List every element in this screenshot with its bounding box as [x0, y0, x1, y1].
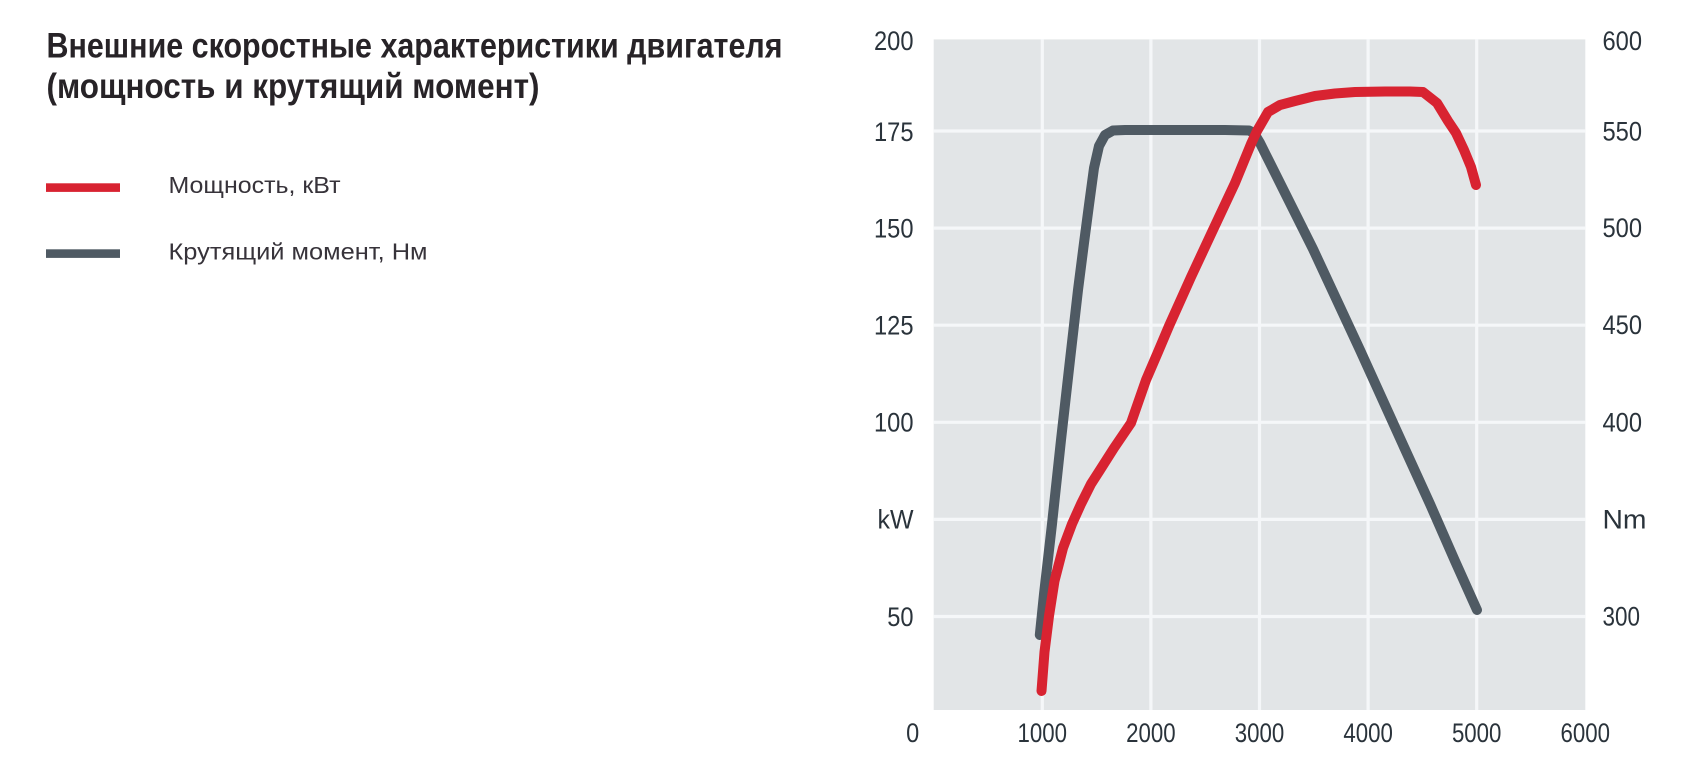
svg-text:Внешние скоростные характерист: Внешние скоростные характеристики двигат… — [47, 27, 783, 66]
svg-text:3000: 3000 — [1235, 718, 1285, 748]
svg-text:125: 125 — [874, 311, 914, 341]
svg-text:1000: 1000 — [1018, 718, 1068, 748]
svg-text:4000: 4000 — [1343, 718, 1393, 748]
svg-text:2000: 2000 — [1126, 718, 1176, 748]
svg-text:6000: 6000 — [1561, 718, 1611, 748]
svg-text:400: 400 — [1603, 407, 1643, 437]
svg-text:Nm: Nm — [1603, 504, 1647, 534]
svg-text:Мощность, кВт: Мощность, кВт — [169, 172, 341, 198]
svg-text:175: 175 — [874, 117, 914, 147]
svg-text:100: 100 — [874, 408, 914, 438]
svg-text:450: 450 — [1603, 310, 1643, 340]
svg-text:5000: 5000 — [1452, 718, 1502, 748]
svg-text:600: 600 — [1603, 26, 1643, 56]
svg-text:50: 50 — [887, 602, 913, 632]
svg-text:150: 150 — [874, 213, 914, 243]
svg-text:500: 500 — [1603, 213, 1643, 243]
svg-text:(мощность и крутящий момент): (мощность и крутящий момент) — [47, 67, 540, 106]
svg-text:Крутящий момент, Нм: Крутящий момент, Нм — [169, 239, 428, 265]
svg-text:200: 200 — [874, 26, 914, 56]
svg-text:550: 550 — [1603, 117, 1643, 147]
svg-text:kW: kW — [878, 505, 914, 535]
svg-text:0: 0 — [906, 718, 919, 748]
svg-text:300: 300 — [1603, 602, 1641, 632]
